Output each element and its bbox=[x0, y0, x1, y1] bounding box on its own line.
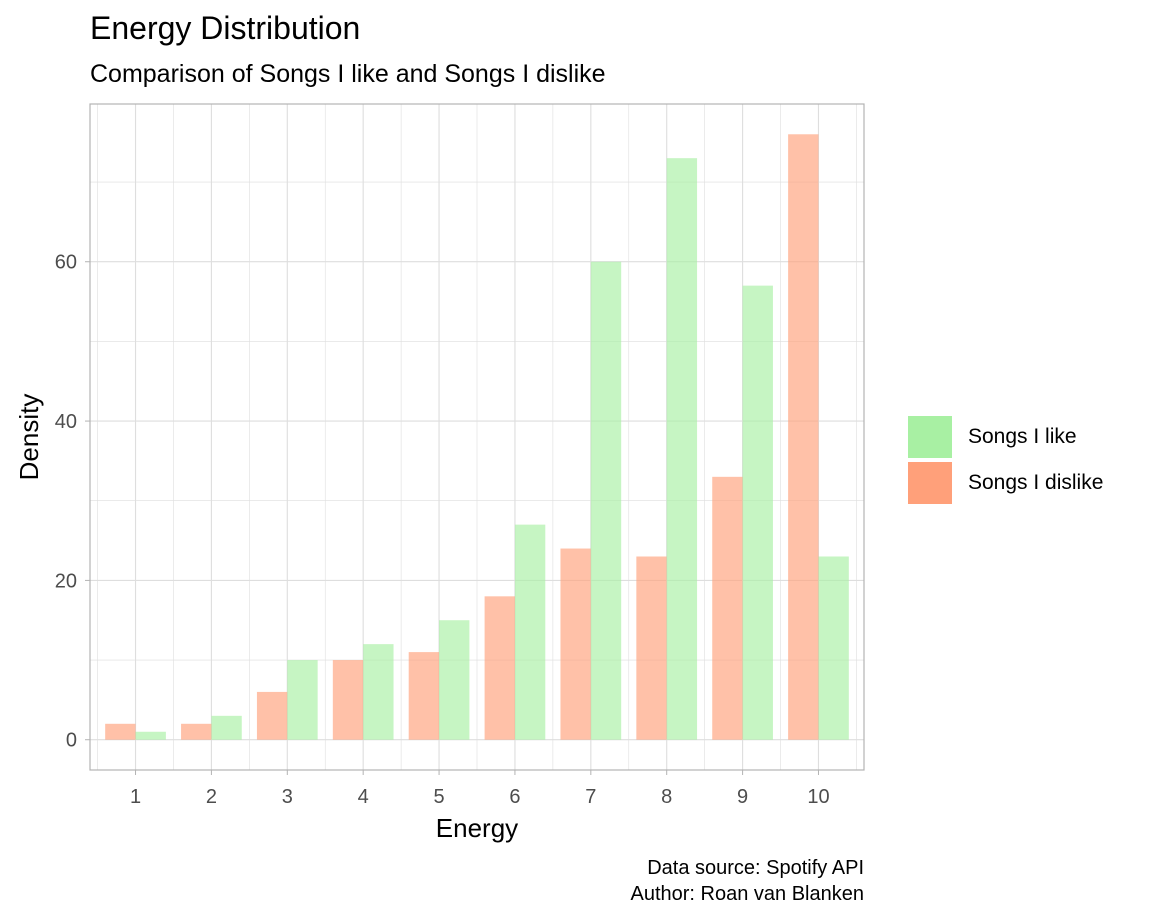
bar-dislike bbox=[408, 652, 440, 740]
y-tick-label: 60 bbox=[55, 252, 77, 274]
x-tick-label: 3 bbox=[282, 786, 293, 808]
bar-like bbox=[363, 644, 394, 740]
bar-like bbox=[439, 620, 470, 740]
x-tick-label: 1 bbox=[130, 786, 141, 808]
x-axis-title: Energy bbox=[436, 813, 518, 843]
bar-dislike bbox=[256, 691, 288, 740]
bar-dislike bbox=[560, 548, 591, 740]
y-tick-label: 20 bbox=[55, 570, 77, 592]
bar-dislike bbox=[788, 134, 819, 740]
legend-label-dislike: Songs I dislike bbox=[968, 471, 1104, 494]
bar-like bbox=[590, 261, 622, 740]
x-tick-label: 10 bbox=[807, 786, 829, 808]
legend-label-like: Songs I like bbox=[968, 425, 1077, 448]
bar-like bbox=[287, 660, 318, 740]
x-tick-label: 2 bbox=[206, 786, 217, 808]
x-tick-label: 8 bbox=[661, 786, 672, 808]
bar-like bbox=[135, 731, 166, 740]
legend-item-like: Songs I like bbox=[908, 414, 1103, 460]
bar-dislike bbox=[636, 556, 667, 740]
panel-border bbox=[89, 103, 865, 771]
chart-subtitle: Comparison of Songs I like and Songs I d… bbox=[90, 60, 606, 88]
x-tick-label: 7 bbox=[585, 786, 596, 808]
legend-key-like bbox=[908, 416, 952, 458]
caption-source: Data source: Spotify API bbox=[647, 857, 864, 879]
bar-dislike bbox=[181, 723, 212, 740]
chart-title: Energy Distribution bbox=[90, 10, 361, 46]
bar-like bbox=[818, 556, 849, 740]
legend-item-dislike: Songs I dislike bbox=[908, 460, 1103, 506]
x-tick-label: 9 bbox=[737, 786, 748, 808]
bar-like bbox=[666, 158, 698, 740]
bar-dislike bbox=[484, 596, 515, 740]
bar-like bbox=[514, 524, 546, 740]
y-axis-title: Density bbox=[14, 394, 44, 481]
bar-dislike bbox=[105, 723, 136, 740]
caption-author: Author: Roan van Blanken bbox=[630, 883, 865, 905]
x-tick-label: 5 bbox=[433, 786, 444, 808]
x-tick-label: 6 bbox=[509, 786, 520, 808]
caption: Data source: Spotify API Author: Roan va… bbox=[631, 855, 865, 907]
y-tick-label: 40 bbox=[55, 411, 77, 433]
bar-like bbox=[742, 285, 773, 740]
legend: Songs I like Songs I dislike bbox=[908, 414, 1103, 506]
bar-dislike bbox=[332, 660, 364, 740]
y-tick-label: 0 bbox=[66, 730, 77, 752]
bar-dislike bbox=[712, 476, 743, 740]
legend-key-dislike bbox=[908, 462, 952, 504]
bar-like bbox=[211, 715, 242, 740]
x-tick-label: 4 bbox=[358, 786, 369, 808]
